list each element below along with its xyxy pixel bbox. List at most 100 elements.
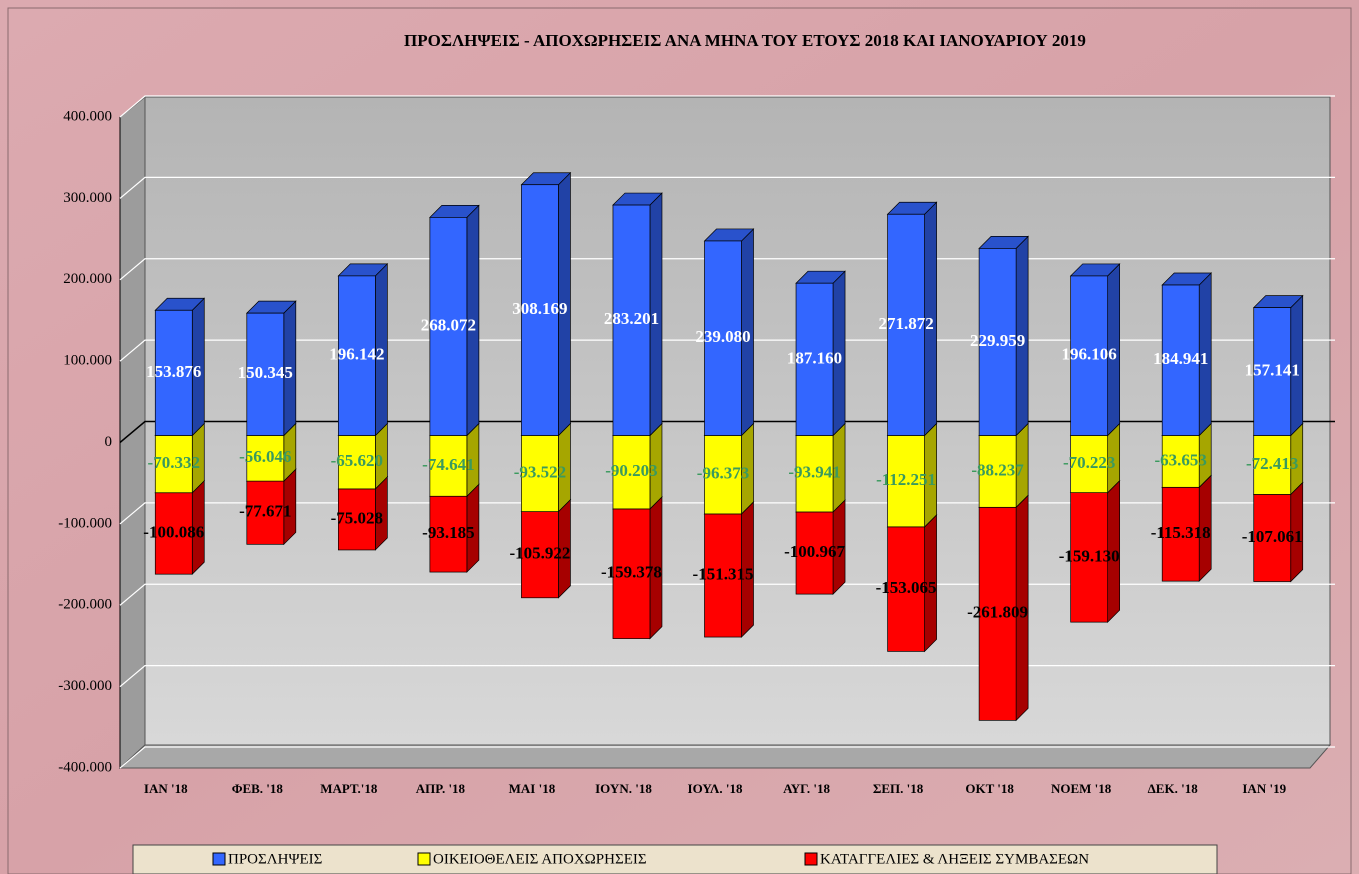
grid-line xyxy=(119,176,1335,199)
grid-line xyxy=(119,339,1335,362)
bar xyxy=(704,435,742,515)
data-label: -115.318 xyxy=(1151,523,1211,542)
grid-line xyxy=(119,95,1335,118)
bar xyxy=(612,435,651,510)
grid-line xyxy=(119,583,1335,606)
bar xyxy=(795,282,834,436)
bar xyxy=(612,204,651,436)
bar xyxy=(1161,486,1200,582)
bar xyxy=(978,435,1017,508)
x-tick-label: ΙΑΝ '19 xyxy=(1242,781,1286,796)
bar xyxy=(429,217,468,436)
data-label: 308.169 xyxy=(512,299,567,318)
floor xyxy=(118,744,1332,769)
data-label: 187.160 xyxy=(787,348,842,367)
y-tick-label: 0 xyxy=(105,434,113,450)
data-label: -105.922 xyxy=(509,544,570,563)
data-label: 184.941 xyxy=(1153,349,1208,368)
bar xyxy=(1070,275,1109,436)
chart-title: ΠΡΟΣΛΗΨΕΙΣ - ΑΠΟΧΩΡΗΣΕΙΣ ΑΝΑ ΜΗΝΑ ΤΟΥ ΕΤ… xyxy=(404,31,1086,50)
data-label: -93.941 xyxy=(788,463,840,482)
data-label: 229.959 xyxy=(970,331,1025,350)
data-label: -159.378 xyxy=(601,563,662,582)
bar xyxy=(246,312,285,436)
data-label: -74.641 xyxy=(422,455,474,474)
bar xyxy=(521,184,559,436)
data-label: 239.080 xyxy=(695,327,750,346)
bar xyxy=(887,435,925,528)
data-label: -90.203 xyxy=(605,461,657,480)
x-tick-label: ΦΕΒ. '18 xyxy=(232,781,284,796)
x-tick-label: ΣΕΠ. '18 xyxy=(873,781,924,796)
bar xyxy=(521,435,559,512)
data-label: 196.106 xyxy=(1062,345,1117,364)
x-tick-label: ΟΚΤ '18 xyxy=(965,781,1014,796)
y-tick-label: 100.000 xyxy=(63,353,112,369)
bar xyxy=(154,492,193,575)
data-label: 283.201 xyxy=(604,309,659,328)
data-label: -88.237 xyxy=(971,460,1024,479)
bar xyxy=(795,511,834,595)
data-label: -93.185 xyxy=(422,523,474,542)
bar xyxy=(1253,435,1292,495)
x-tick-label: ΙΑΝ '18 xyxy=(144,781,188,796)
data-label: -70.332 xyxy=(148,453,200,472)
data-label: -153.065 xyxy=(876,578,937,597)
legend xyxy=(132,844,1218,874)
legend-label: ΟΙΚΕΙΟΘΕΛΕΙΣ ΑΠΟΧΩΡΗΣΕΙΣ xyxy=(433,851,647,867)
legend-label: ΠΡΟΣΛΗΨΕΙΣ xyxy=(228,851,322,867)
y-tick-label: 200.000 xyxy=(63,271,112,287)
x-tick-label: ΔΕΚ. '18 xyxy=(1148,781,1199,796)
bar xyxy=(246,480,285,545)
y-tick-label: -100.000 xyxy=(58,515,112,531)
data-label: 196.142 xyxy=(329,345,384,364)
bar xyxy=(704,240,742,436)
bar xyxy=(337,275,376,436)
grid-line xyxy=(119,420,1335,444)
y-tick-label: 400.000 xyxy=(63,108,112,124)
data-label: 271.872 xyxy=(878,314,933,333)
legend-swatch xyxy=(804,852,818,866)
grid-line xyxy=(119,665,1335,688)
data-label: 150.345 xyxy=(238,363,293,382)
bar xyxy=(1161,284,1200,436)
data-label: -75.028 xyxy=(331,508,383,527)
bar xyxy=(1253,307,1292,436)
data-label: 268.072 xyxy=(421,315,476,334)
grid-line xyxy=(119,258,1335,281)
data-label: -100.086 xyxy=(143,522,204,541)
bar xyxy=(1253,494,1292,582)
data-label: -261.809 xyxy=(967,603,1028,622)
bar xyxy=(337,435,376,490)
y-tick-label: -300.000 xyxy=(58,678,112,694)
y-tick-label: -400.000 xyxy=(58,759,112,775)
data-label: 153.876 xyxy=(146,362,201,381)
x-tick-label: ΜΑΙ '18 xyxy=(509,781,556,796)
x-tick-label: ΜΑΡΤ.'18 xyxy=(320,781,378,796)
data-label: 157.141 xyxy=(1245,360,1300,379)
data-label: -63.653 xyxy=(1154,450,1206,469)
x-tick-label: ΙΟΥΛ. '18 xyxy=(688,781,743,796)
legend-swatch xyxy=(417,852,431,866)
data-label: -159.130 xyxy=(1059,546,1120,565)
data-label: -56.046 xyxy=(239,447,291,466)
x-tick-label: ΙΟΥΝ. '18 xyxy=(595,781,652,796)
bar xyxy=(978,248,1017,436)
bar xyxy=(887,213,925,436)
data-label: -77.671 xyxy=(239,502,291,521)
grid-line xyxy=(119,746,1335,769)
data-label: -65.620 xyxy=(331,451,383,470)
y-tick-label: 300.000 xyxy=(63,190,112,206)
y-tick-label: -200.000 xyxy=(58,597,112,613)
x-tick-label: ΑΥΓ. '18 xyxy=(783,781,830,796)
data-label: -70.223 xyxy=(1063,453,1115,472)
x-tick-label: ΝΟΕΜ '18 xyxy=(1051,781,1112,796)
data-label: -107.061 xyxy=(1242,527,1303,546)
frame xyxy=(7,7,1352,874)
data-label: -96.373 xyxy=(697,464,749,483)
bar xyxy=(887,526,925,652)
bar xyxy=(154,309,193,436)
bar xyxy=(704,513,742,638)
